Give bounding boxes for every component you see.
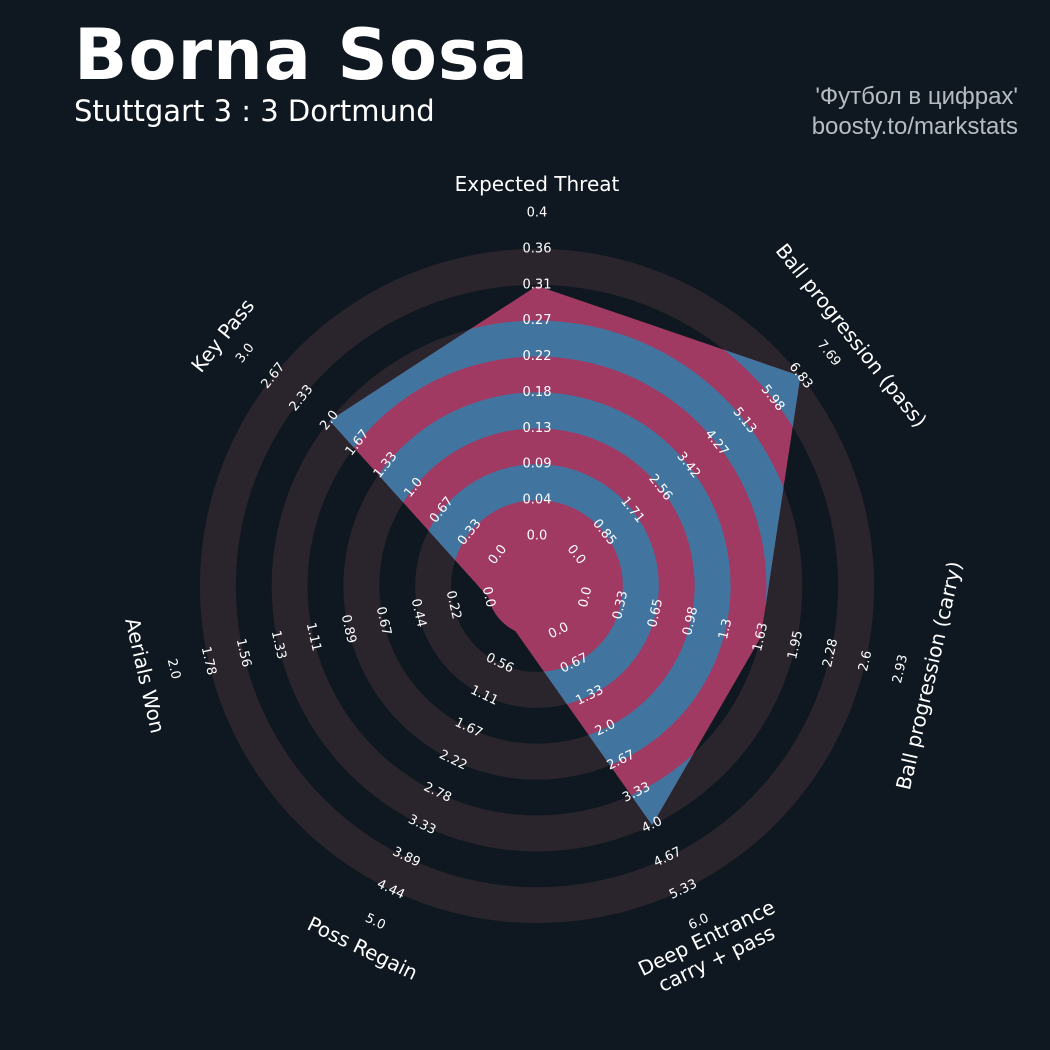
tick-label-5-4: 0.89 [338,613,359,645]
player-hub [487,536,587,636]
tick-label-5-7: 1.56 [233,637,254,669]
tick-label-5-3: 0.67 [373,605,394,637]
player-shape [329,285,801,826]
credit-block: 'Футбол в цифрах' boosty.to/markstats [812,82,1018,142]
tick-label-0-7: 0.31 [523,277,552,292]
tick-label-1-9: 7.69 [814,337,844,369]
tick-label-5-2: 0.44 [408,597,429,629]
param-label-0: Expected Threat [455,172,620,196]
tick-label-0-3: 0.13 [523,421,552,436]
tick-label-2-2: 0.65 [645,597,666,629]
tick-label-2-8: 2.6 [856,649,875,673]
tick-label-0-1: 0.04 [523,493,552,508]
tick-label-0-2: 0.09 [523,457,552,472]
match-subtitle: Stuttgart 3 : 3 Dortmund [74,94,435,128]
credit-line-2: boosty.to/markstats [811,113,1018,140]
tick-label-2-7: 2.28 [820,637,841,669]
tick-label-5-6: 1.33 [268,629,289,661]
tick-label-2-3: 0.98 [680,605,701,637]
tick-label-4-8: 5.0 [363,911,388,933]
tick-label-2-6: 1.95 [785,629,806,661]
tick-label-0-5: 0.22 [523,349,552,364]
tick-label-5-5: 1.11 [303,621,324,653]
tick-label-2-1: 0.33 [610,589,631,621]
tick-label-0-0: 0.0 [527,529,548,544]
tick-label-2-5: 1.63 [750,621,771,653]
credit-line-1: 'Футбол в цифрах' [815,83,1018,110]
tick-label-5-1: 0.22 [443,589,464,621]
param-label-5: Aerials Won [120,616,170,736]
tick-label-5-8: 1.78 [198,645,219,677]
param-label-3: Deep Entrancecarry + pass [634,895,788,1002]
tick-label-2-4: 1.3 [716,617,735,641]
tick-label-0-8: 0.36 [523,241,552,256]
tick-label-5-9: 2.0 [164,657,183,681]
tick-label-0-9: 0.4 [527,206,548,221]
tick-label-0-4: 0.18 [523,385,552,400]
tick-label-0-6: 0.27 [523,313,552,328]
param-label-6: Key Pass [186,294,259,377]
tick-label-2-9: 2.93 [890,653,911,685]
player-name-title: Borna Sosa [74,14,529,96]
tick-label-5-0: 0.0 [479,585,498,609]
tick-label-2-0: 0.0 [576,585,595,609]
tick-label-6-9: 3.0 [233,341,258,367]
